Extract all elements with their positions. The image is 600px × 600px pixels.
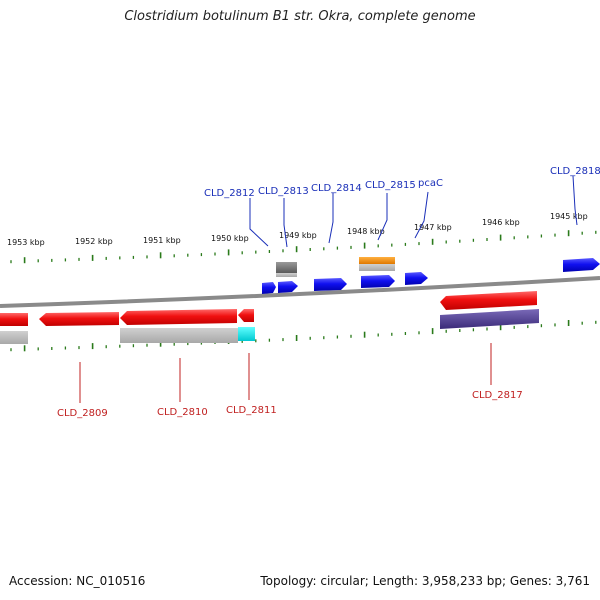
gene-cld-2815[interactable] [359, 257, 395, 288]
gene-label-cld-2817[interactable]: CLD_2817 [472, 390, 523, 401]
map-title: Clostridium botulinum B1 str. Okra, comp… [124, 9, 476, 24]
gene-label-pcac[interactable]: pcaC [418, 178, 443, 189]
genome-summary: Topology: circular; Length: 3,958,233 bp… [260, 574, 590, 588]
gene-pcac[interactable] [405, 272, 428, 285]
scale-label: 1952 kbp [75, 237, 113, 246]
gene-label-cld-2814[interactable]: CLD_2814 [311, 183, 362, 194]
gene-cld-2814[interactable] [314, 278, 347, 291]
gene-label-cld-2809[interactable]: CLD_2809 [57, 408, 108, 419]
gene-cld-2809-fragment[interactable] [0, 313, 28, 344]
scale-label: 1948 kbp [347, 227, 385, 236]
gene-label-cld-2813[interactable]: CLD_2813 [258, 186, 309, 197]
scale-label: 1945 kbp [550, 212, 588, 221]
scale-ticks-bottom [10, 320, 597, 352]
gene-cld-2813[interactable] [276, 262, 298, 293]
scale-label: 1947 kbp [414, 223, 452, 232]
label-leaders-bottom [79, 343, 492, 403]
gene-label-cld-2811[interactable]: CLD_2811 [226, 405, 277, 416]
gene-cld-2812[interactable] [262, 282, 276, 294]
label-leaders-top [249, 175, 578, 248]
genome-backbone [0, 276, 600, 308]
accession-text: Accession: NC_010516 [9, 574, 146, 588]
gene-cld-2810[interactable] [120, 309, 238, 343]
gene-label-cld-2815[interactable]: CLD_2815 [365, 180, 416, 191]
gene-cld-2817[interactable] [440, 291, 539, 329]
scale-label: 1946 kbp [482, 218, 520, 227]
gene-label-cld-2818[interactable]: CLD_2818 [550, 166, 600, 177]
scale-label: 1949 kbp [279, 231, 317, 240]
gene-cld-2811[interactable] [238, 309, 255, 341]
scale-ticks-top [10, 230, 597, 264]
gene-cld-2809[interactable] [39, 312, 119, 326]
gene-label-cld-2812[interactable]: CLD_2812 [204, 188, 255, 199]
scale-label: 1951 kbp [143, 236, 181, 245]
scale-label: 1950 kbp [211, 234, 249, 243]
gene-cld-2818[interactable] [563, 258, 600, 272]
scale-label: 1953 kbp [7, 238, 45, 247]
gene-label-cld-2810[interactable]: CLD_2810 [157, 407, 208, 418]
